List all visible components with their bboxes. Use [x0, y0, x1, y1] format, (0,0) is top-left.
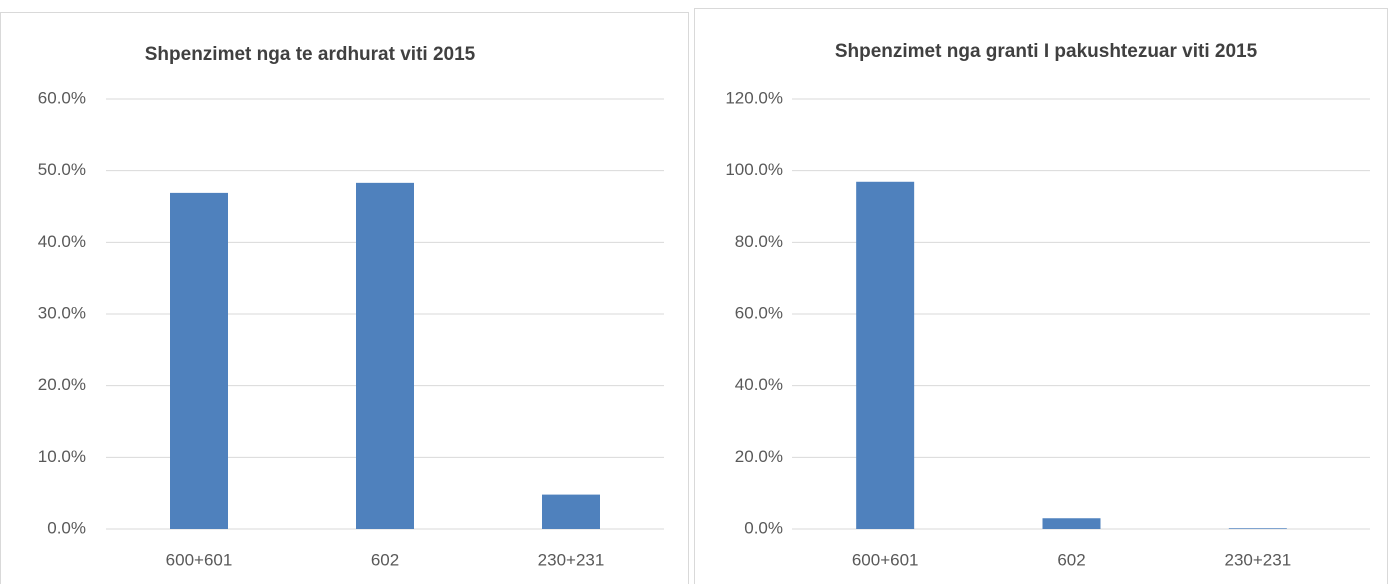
- x-tick-label: 230+231: [538, 550, 605, 569]
- bar: [356, 182, 414, 529]
- y-tick-label: 100.0%: [725, 160, 783, 179]
- y-tick-label: 30.0%: [38, 303, 86, 322]
- y-tick-label: 50.0%: [38, 160, 86, 179]
- x-tick-label: 600+601: [166, 550, 233, 569]
- y-tick-label: 40.0%: [38, 232, 86, 251]
- x-tick-label: 600+601: [852, 550, 919, 569]
- y-tick-label: 60.0%: [38, 88, 86, 107]
- y-tick-label: 10.0%: [38, 447, 86, 466]
- panel-border: [694, 8, 1388, 584]
- x-tick-label: 602: [371, 550, 399, 569]
- chart-title: Shpenzimet nga granti I pakushtezuar vit…: [835, 41, 1258, 62]
- y-tick-label: 20.0%: [38, 375, 86, 394]
- x-tick-label: 602: [1057, 550, 1085, 569]
- y-tick-label: 60.0%: [735, 303, 783, 322]
- y-tick-label: 0.0%: [744, 518, 783, 537]
- panel-border: [0, 12, 689, 584]
- chart-title: Shpenzimet nga te ardhurat viti 2015: [145, 44, 476, 65]
- y-tick-label: 0.0%: [47, 518, 86, 537]
- y-tick-label: 20.0%: [735, 447, 783, 466]
- x-tick-label: 230+231: [1225, 550, 1292, 569]
- bar: [542, 494, 600, 529]
- bar: [1228, 528, 1287, 529]
- y-tick-label: 40.0%: [735, 375, 783, 394]
- y-tick-label: 80.0%: [735, 232, 783, 251]
- y-tick-label: 120.0%: [725, 88, 783, 107]
- bar: [1042, 518, 1101, 529]
- bar: [856, 181, 915, 529]
- bar: [170, 192, 228, 529]
